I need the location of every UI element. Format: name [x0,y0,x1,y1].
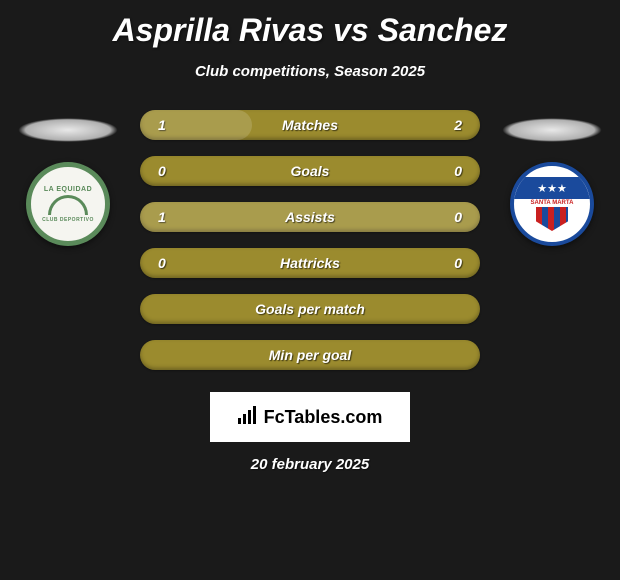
chart-icon [238,406,258,429]
stat-value-left: 0 [158,163,178,179]
stat-label: Min per goal [269,347,351,363]
stat-row: Min per goal [140,340,480,370]
player-silhouette-right [502,118,602,142]
stat-row: 1Matches2 [140,110,480,140]
content-area: LA EQUIDAD CLUB DEPORTIVO 1Matches20Goal… [0,118,620,386]
stat-row: 0 Hattricks 0 [140,248,480,278]
stat-fill [140,110,252,140]
footer-date: 20 february 2025 [0,456,620,473]
watermark-text: FcTables.com [264,407,383,428]
stat-row: Goals per match [140,294,480,324]
stat-value-right: 2 [442,117,462,133]
badge-arch-icon [48,195,88,215]
stat-value-left: 0 [158,255,178,271]
stat-row: 1Assists0 [140,202,480,232]
stat-value-right: 0 [442,255,462,271]
stat-row: 0 Goals 0 [140,156,480,186]
stat-label: Hattricks [280,255,340,271]
club-sub-left: CLUB DEPORTIVO [42,217,94,223]
player-right-column: ★★★ SANTA MARTA [492,118,612,246]
club-name-left: LA EQUIDAD [44,186,92,193]
stat-label: Matches [282,117,338,133]
stat-value-right: 0 [442,163,462,179]
stat-label: Goals [291,163,330,179]
player-left-column: LA EQUIDAD CLUB DEPORTIVO [8,118,128,246]
stat-label: Goals per match [255,301,365,317]
stat-label: Assists [285,209,335,225]
club-name-right: SANTA MARTA [531,200,574,206]
stats-column: 1Matches20Goals01Assists00Hattricks0Goal… [128,110,492,386]
player-silhouette-left [18,118,118,142]
watermark: FcTables.com [210,392,410,442]
badge-stars-icon: ★★★ [514,177,590,199]
infographic-container: Asprilla Rivas vs Sanchez Club competiti… [0,0,620,580]
club-badge-right: ★★★ SANTA MARTA [510,162,594,246]
subtitle: Club competitions, Season 2025 [0,63,620,80]
page-title: Asprilla Rivas vs Sanchez [0,0,620,49]
club-badge-left: LA EQUIDAD CLUB DEPORTIVO [26,162,110,246]
badge-shield-icon [536,207,568,231]
